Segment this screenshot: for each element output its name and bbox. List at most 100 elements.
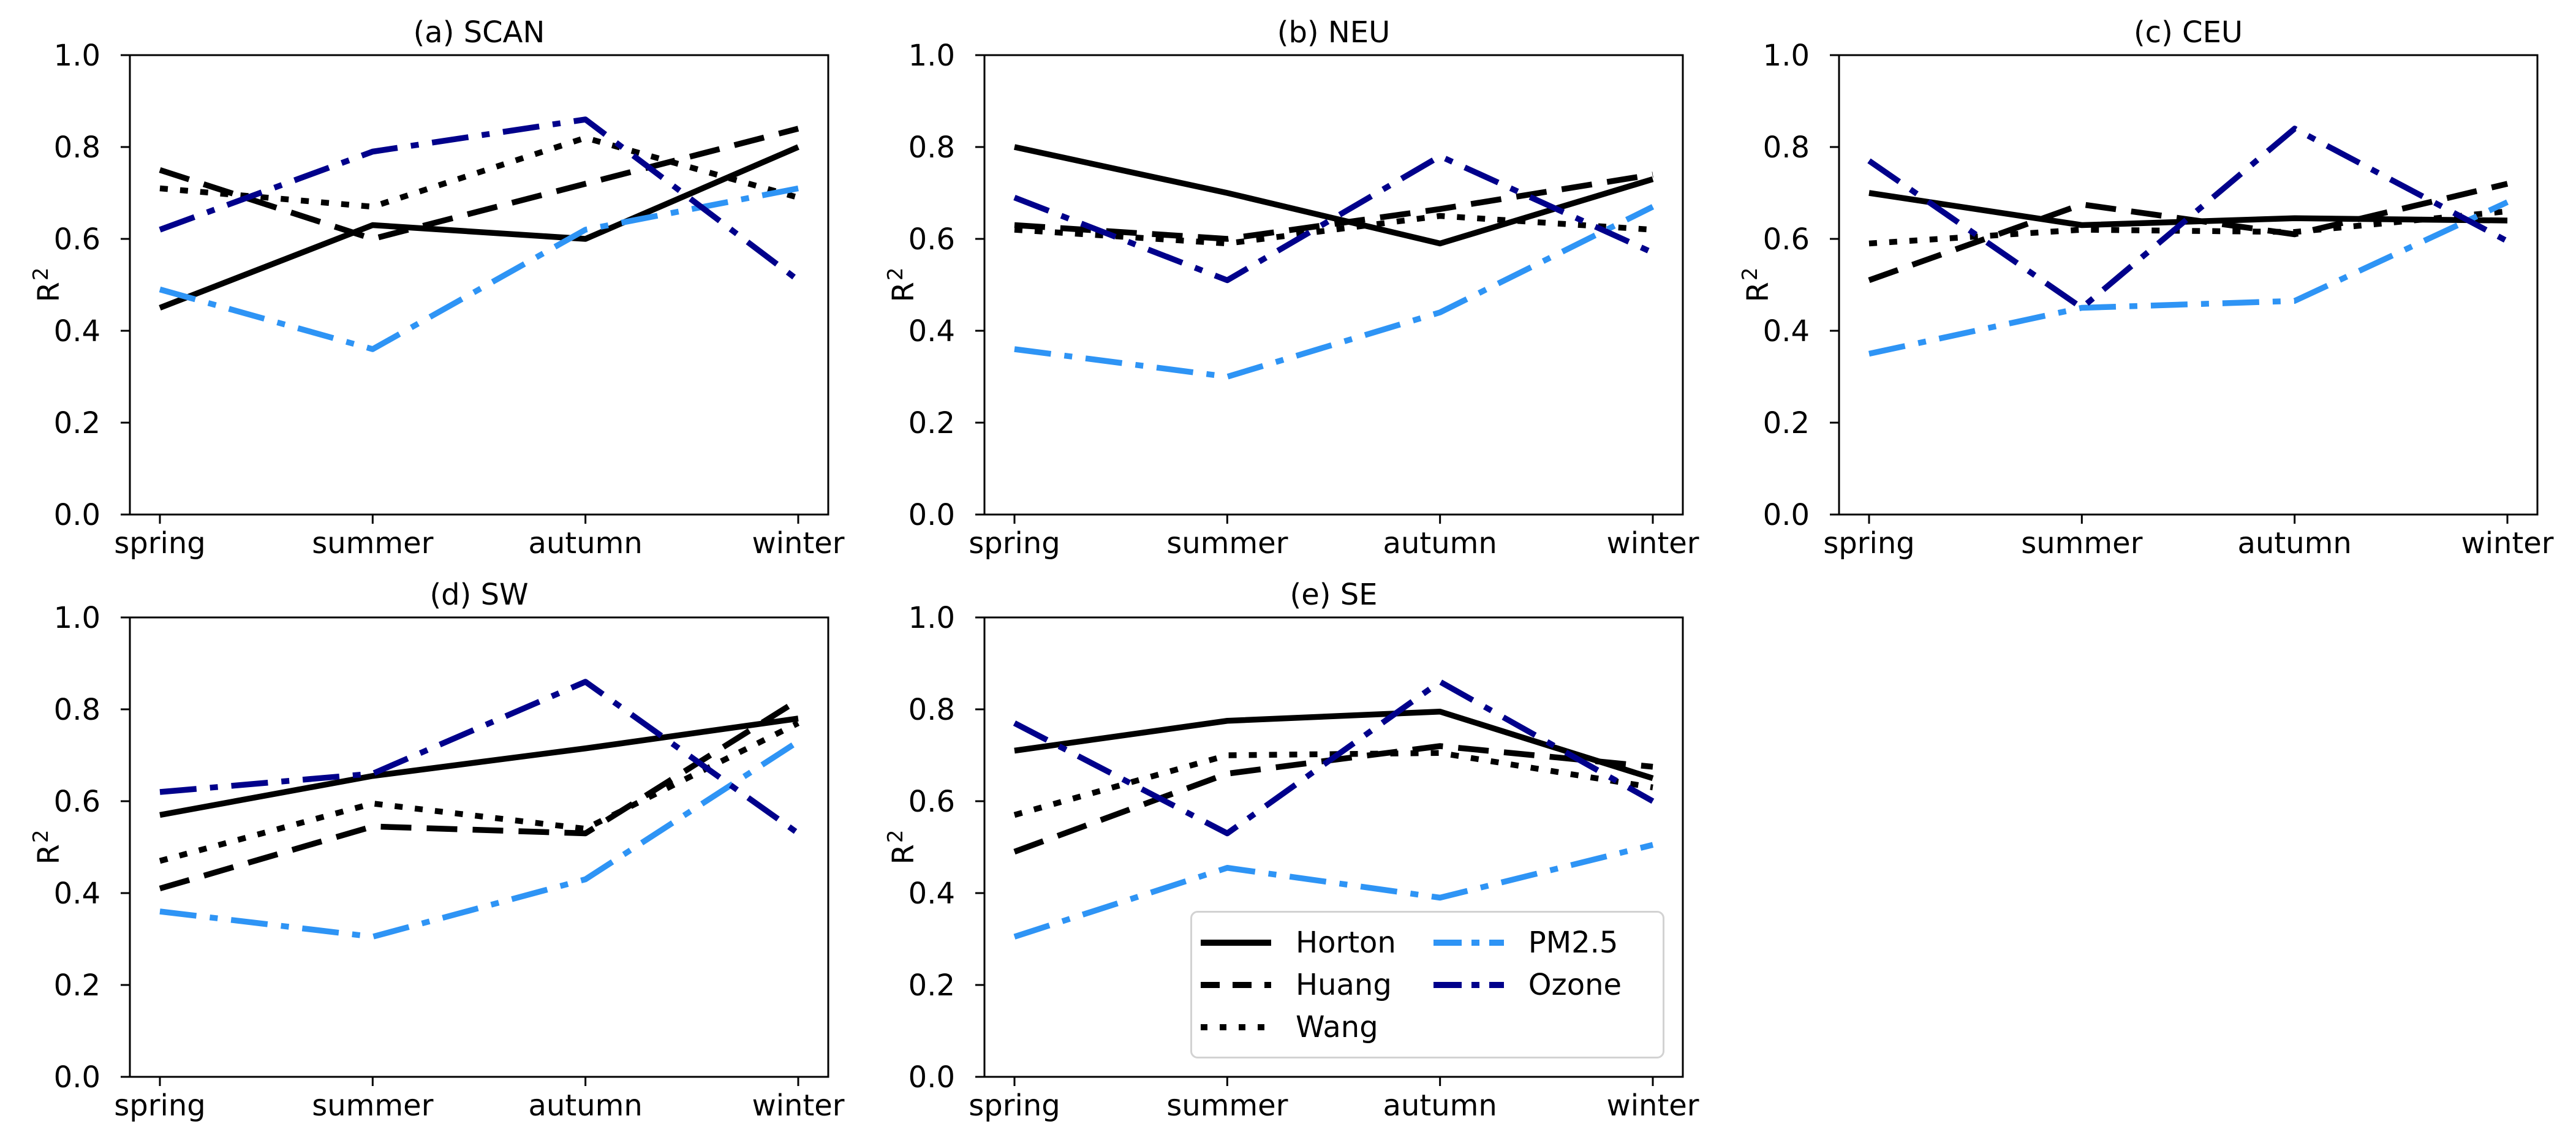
series-line-horton xyxy=(1014,709,1654,782)
y-axis-label-e: R2 xyxy=(876,780,921,915)
y-axis-label-c: R2 xyxy=(1731,217,1775,352)
x-tick-label: winter xyxy=(1606,526,1699,560)
series-line-ozone xyxy=(1013,679,1655,837)
legend-box: Horton Huang Wang PM2.5 Ozone xyxy=(1190,911,1664,1058)
y-tick-label: 0.2 xyxy=(1763,406,1810,440)
series-line-wang xyxy=(1868,208,2508,247)
y-axis-label-text: R xyxy=(886,844,921,865)
x-tick-label: winter xyxy=(752,526,844,560)
y-tick-label: 0.2 xyxy=(54,968,100,1003)
y-tick-label: 0.4 xyxy=(908,314,955,349)
axes-frame xyxy=(1838,54,2539,516)
series-line-pm25 xyxy=(159,739,800,940)
series-line-pm25 xyxy=(159,185,799,352)
subplot-title-b: (b) NEU xyxy=(1277,15,1391,50)
series-line-ozone xyxy=(159,679,800,836)
y-tick-label: 1.0 xyxy=(54,39,100,73)
subplot-d: 0.0 0.2 0.4 0.6 0.8 1.0 spring summer autumn wint… xyxy=(54,601,845,1123)
y-tick-label: 0.6 xyxy=(54,222,100,257)
legend-sample-horton-line xyxy=(1201,939,1271,946)
y-tick-label: 0.4 xyxy=(1763,314,1810,349)
y-tick-label: 0.6 xyxy=(54,785,100,819)
y-tick-label: 0.0 xyxy=(908,1060,955,1095)
legend-label: PM2.5 xyxy=(1528,925,1618,960)
legend-item-pm25: PM2.5 xyxy=(1433,921,1653,964)
y-axis-label-d: R2 xyxy=(21,780,66,915)
x-tick-label: winter xyxy=(752,1088,844,1123)
y-tick-label: 1.0 xyxy=(908,39,955,73)
y-tick-label: 0.2 xyxy=(908,406,955,440)
x-tick-label: spring xyxy=(114,526,205,560)
series-line-pm25 xyxy=(1014,204,1655,380)
y-tick-label: 0.6 xyxy=(908,785,955,819)
x-tick-label: winter xyxy=(1606,1088,1699,1123)
x-tick-label: spring xyxy=(1823,526,1914,560)
series-line-huang xyxy=(1868,181,2509,283)
x-tick-label: autumn xyxy=(1383,1088,1497,1123)
series-line-wang xyxy=(159,720,800,864)
x-tick-label: autumn xyxy=(2238,526,2352,560)
y-axis-label-exponent: 2 xyxy=(883,829,908,843)
legend-sample-pm25-line xyxy=(1433,939,1504,946)
series-line-horton xyxy=(1013,144,1654,247)
series-line-ozone xyxy=(1867,126,2509,311)
x-tick-label: autumn xyxy=(529,1088,643,1123)
subplot-c: 0.0 0.2 0.4 0.6 0.8 1.0 spring summer autumn wint… xyxy=(1763,39,2554,560)
y-tick-label: 1.0 xyxy=(1763,39,1810,73)
subplot-b: 0.0 0.2 0.4 0.6 0.8 1.0 spring summer autumn wint… xyxy=(908,39,1699,560)
legend-item-huang: Huang xyxy=(1201,964,1427,1006)
legend-label: Wang xyxy=(1296,1009,1378,1044)
y-tick-label: 0.2 xyxy=(54,406,100,440)
series-line-huang xyxy=(1013,743,1653,854)
axes-frame xyxy=(129,616,829,1078)
x-tick-label: summer xyxy=(1166,526,1288,560)
series-line-huang xyxy=(1014,172,1653,242)
x-tick-label: autumn xyxy=(529,526,643,560)
y-tick-label: 0.8 xyxy=(908,130,955,165)
x-tick-label: summer xyxy=(2021,526,2142,560)
series-line-huang xyxy=(159,697,800,892)
series-line-pm25 xyxy=(1868,199,2509,357)
y-axis-label-text: R xyxy=(1741,282,1775,303)
x-tick-label: summer xyxy=(1166,1088,1288,1123)
legend-label: Horton xyxy=(1296,925,1396,960)
series-line-wang xyxy=(159,135,799,210)
subplot-title-c: (c) CEU xyxy=(2133,15,2243,50)
legend-item-horton: Horton xyxy=(1201,921,1427,964)
y-tick-label: 0.6 xyxy=(908,222,955,257)
subplot-title-e: (e) SE xyxy=(1290,578,1378,612)
y-tick-label: 0.2 xyxy=(908,968,955,1003)
y-tick-label: 0.8 xyxy=(908,693,955,727)
subplot-title-d: (d) SW xyxy=(429,578,529,612)
series-line-ozone xyxy=(159,116,800,283)
y-axis-label-text: R xyxy=(886,282,921,303)
subplot-a: 0.0 0.2 0.4 0.6 0.8 1.0 spring summer autumn wint… xyxy=(54,39,845,560)
legend-sample-ozone-line xyxy=(1433,981,1504,988)
x-tick-label: winter xyxy=(2461,526,2553,560)
x-tick-label: summer xyxy=(312,1088,433,1123)
x-tick-label: spring xyxy=(114,1088,205,1123)
y-axis-label-exponent: 2 xyxy=(29,829,53,843)
legend-item-wang: Wang xyxy=(1201,1006,1427,1048)
y-axis-label-exponent: 2 xyxy=(29,267,53,281)
axes-frame xyxy=(983,616,1684,1078)
legend-label: Huang xyxy=(1296,967,1392,1002)
series-line-wang xyxy=(1014,213,1653,247)
y-tick-label: 0.8 xyxy=(54,130,100,165)
y-axis-label-b: R2 xyxy=(876,217,921,352)
legend-sample-wang-line xyxy=(1201,1024,1271,1030)
y-axis-label-a: R2 xyxy=(21,217,66,352)
y-tick-label: 0.4 xyxy=(54,877,100,911)
y-tick-label: 0.4 xyxy=(908,877,955,911)
y-tick-label: 0.0 xyxy=(1763,498,1810,532)
y-tick-label: 0.6 xyxy=(1763,222,1810,257)
y-axis-label-exponent: 2 xyxy=(883,267,908,281)
x-tick-label: autumn xyxy=(1383,526,1497,560)
series-line-ozone xyxy=(1013,153,1654,284)
subplot-e: 0.0 0.2 0.4 0.6 0.8 1.0 spring summer autumn wint… xyxy=(908,601,1699,1123)
series-line-horton xyxy=(159,715,799,818)
y-tick-label: 1.0 xyxy=(54,601,100,635)
y-tick-label: 0.4 xyxy=(54,314,100,349)
